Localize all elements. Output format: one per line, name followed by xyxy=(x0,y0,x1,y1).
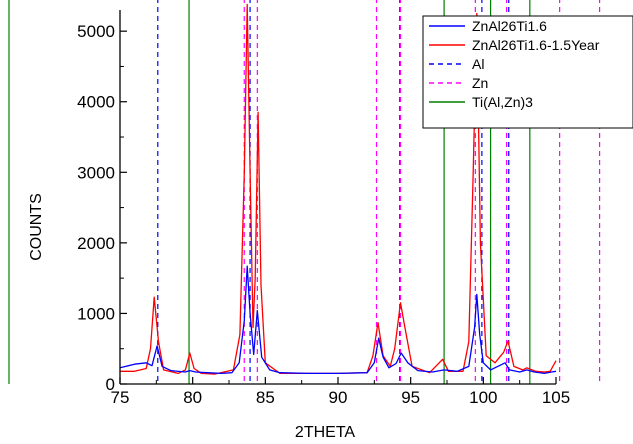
legend: ZnAl26Ti1.6 ZnAl26Ti1.6-1.5Year Al Zn Ti(Al,… xyxy=(422,15,633,129)
x-tick-label: 75 xyxy=(111,388,130,407)
y-tick-label: 2000 xyxy=(77,234,115,253)
x-tick-label: 100 xyxy=(469,388,497,407)
series-line-znal26ti1-6 xyxy=(120,265,557,375)
x-tick-label: 85 xyxy=(256,388,275,407)
x-tick-label: 90 xyxy=(329,388,348,407)
y-tick-label: 0 xyxy=(106,375,115,394)
y-axis-title: COUNTS xyxy=(28,193,45,261)
y-tick-label: 4000 xyxy=(77,93,115,112)
y-tick-label: 1000 xyxy=(77,304,115,323)
legend-label: Al xyxy=(472,56,484,72)
y-tick-label: 3000 xyxy=(77,163,115,182)
legend-label: ZnAl26Ti1.6 xyxy=(472,18,547,34)
x-tick-label: 105 xyxy=(542,388,570,407)
legend-box xyxy=(422,15,633,129)
series-lines xyxy=(120,3,557,375)
x-axis-title: 2THETA xyxy=(295,424,355,441)
legend-label: Zn xyxy=(472,75,488,91)
x-tick-label: 80 xyxy=(183,388,202,407)
series-line-znal26ti1-6-1-5year xyxy=(120,3,557,375)
y-tick-label: 5000 xyxy=(77,22,115,41)
legend-label: Ti(Al,Zn)3 xyxy=(472,94,533,110)
x-tick-label: 95 xyxy=(401,388,420,407)
axes: 75 80 85 90 95 100 105 0 1000 2000 3000 4000 5000 xyxy=(77,10,570,407)
legend-label: ZnAl26Ti1.6-1.5Year xyxy=(472,37,600,53)
